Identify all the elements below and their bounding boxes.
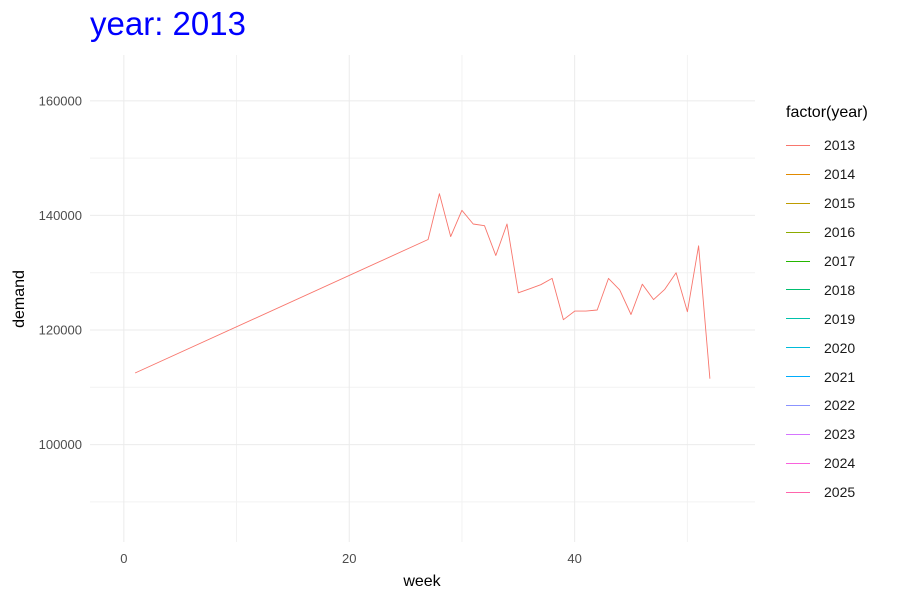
chart-title: year: 2013 [90,5,246,42]
legend-key [786,347,810,349]
legend-label: 2014 [824,166,856,183]
y-axis-label: demand [11,270,28,328]
axis-labels: week demand 0 20 40 100000 120000 140000 16000… [11,93,582,590]
legend-label: 2021 [824,368,856,385]
legend-label: 2016 [824,224,856,241]
legend-item-2017: 2017 [786,247,868,276]
legend-label: 2024 [824,455,856,472]
series-line-2013 [134,193,711,379]
legend-label: 2019 [824,310,856,327]
legend-key [786,231,810,233]
x-tick-label: 0 [120,551,127,566]
y-tick-label: 160000 [39,93,82,108]
legend-title: factor(year) [786,104,868,121]
grid-lines [90,55,755,542]
legend-item-2021: 2021 [786,362,868,391]
legend-item-2019: 2019 [786,304,868,333]
legend-key [786,462,810,464]
legend-label: 2020 [824,339,856,356]
legend-key [786,376,810,378]
legend-key [786,144,810,146]
legend-item-2018: 2018 [786,275,868,304]
legend-item-2024: 2024 [786,449,868,478]
legend-item-2025: 2025 [786,478,868,507]
series-layer [134,193,711,379]
legend-key [786,260,810,262]
legend-key [786,289,810,291]
y-tick-label: 120000 [39,323,82,338]
x-tick-label: 20 [342,551,356,566]
y-tick-label: 140000 [39,208,82,223]
legend: factor(year) 2013 2014 2015 2016 2017 2018 201… [786,102,868,507]
legend-label: 2025 [824,484,856,501]
legend-label: 2017 [824,253,856,269]
legend-label: 2015 [824,195,856,212]
x-axis-label: week [402,573,441,590]
legend-key [786,491,810,493]
legend-label: 2022 [824,397,856,414]
legend-item-2022: 2022 [786,391,868,420]
legend-label: 2013 [824,137,856,154]
legend-key [786,173,810,175]
legend-key [786,318,810,320]
legend-item-2016: 2016 [786,218,868,247]
legend-key [786,202,810,204]
legend-item-2023: 2023 [786,420,868,449]
legend-label: 2018 [824,281,856,298]
legend-key [786,404,810,406]
legend-label: 2023 [824,426,856,443]
legend-items: 2013 2014 2015 2016 2017 2018 2019 2020 2021 2022… [786,131,868,507]
legend-item-2020: 2020 [786,333,868,362]
legend-item-2013: 2013 [786,131,868,160]
legend-item-2015: 2015 [786,189,868,218]
y-tick-label: 100000 [39,437,82,452]
x-tick-label: 40 [567,551,581,566]
legend-item-2014: 2014 [786,160,868,189]
legend-key [786,433,810,435]
